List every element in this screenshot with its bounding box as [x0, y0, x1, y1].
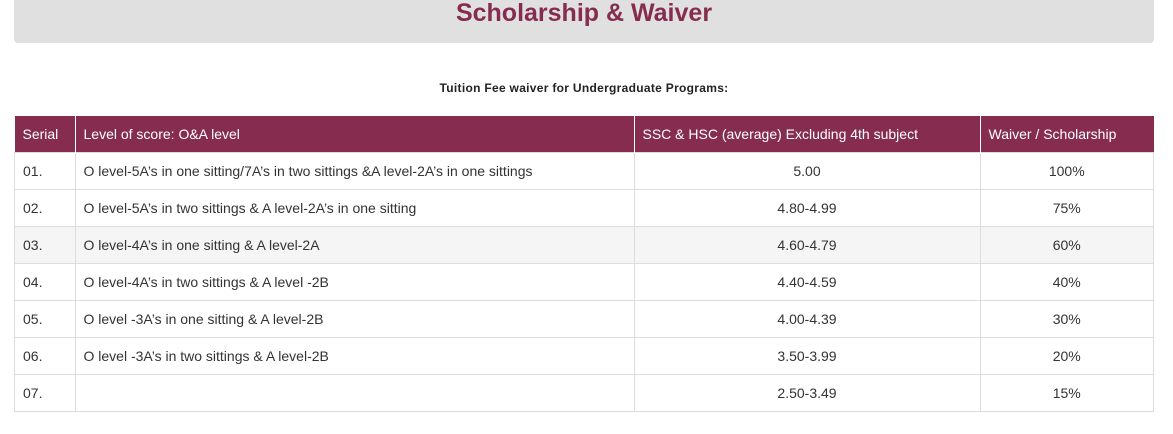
table-row: 01. O level-5A’s in one sitting/7A’s in … — [14, 152, 1154, 190]
table-row: 07. 2.50-3.49 15% — [14, 374, 1154, 412]
cell-level: O level-5A’s in one sitting/7A’s in two … — [74, 152, 635, 190]
header-serial: Serial — [14, 116, 76, 153]
table-row: 03. O level-4A’s in one sitting & A leve… — [14, 226, 1154, 264]
table-body: 01. O level-5A’s in one sitting/7A’s in … — [14, 152, 1154, 412]
cell-waiver: 30% — [979, 300, 1154, 338]
cell-ssc-hsc: 4.80-4.99 — [633, 189, 981, 227]
cell-serial: 07. — [14, 374, 76, 412]
cell-serial: 02. — [14, 189, 76, 227]
cell-serial: 06. — [14, 337, 76, 375]
cell-serial: 04. — [14, 263, 76, 301]
cell-ssc-hsc: 4.40-4.59 — [633, 263, 981, 301]
header-level: Level of score: O&A level — [74, 116, 635, 153]
cell-serial: 03. — [14, 226, 76, 264]
header-row: Serial Level of score: O&A level SSC & H… — [14, 116, 1154, 153]
cell-ssc-hsc: 2.50-3.49 — [633, 374, 981, 412]
page-title: Scholarship & Waiver — [455, 0, 713, 27]
cell-level: O level-5A’s in two sittings & A level-2… — [74, 189, 635, 227]
cell-level: O level-4A’s in two sittings & A level -… — [74, 263, 635, 301]
cell-ssc-hsc: 4.00-4.39 — [633, 300, 981, 338]
header-waiver: Waiver / Scholarship — [979, 116, 1154, 153]
cell-waiver: 20% — [979, 337, 1154, 375]
cell-level: O level-4A’s in one sitting & A level-2A — [74, 226, 635, 264]
table-row: 05. O level -3A’s in one sitting & A lev… — [14, 300, 1154, 338]
cell-waiver: 15% — [979, 374, 1154, 412]
cell-waiver: 75% — [979, 189, 1154, 227]
cell-waiver: 60% — [979, 226, 1154, 264]
section-subtitle: Tuition Fee waiver for Undergraduate Pro… — [439, 81, 729, 95]
cell-level — [74, 374, 635, 412]
table-header: Serial Level of score: O&A level SSC & H… — [14, 116, 1154, 153]
cell-serial: 05. — [14, 300, 76, 338]
cell-ssc-hsc: 5.00 — [633, 152, 981, 190]
cell-serial: 01. — [14, 152, 76, 190]
cell-level: O level -3A’s in two sittings & A level-… — [74, 337, 635, 375]
cell-waiver: 100% — [979, 152, 1154, 190]
cell-ssc-hsc: 3.50-3.99 — [633, 337, 981, 375]
header-ssc-hsc: SSC & HSC (average) Excluding 4th subjec… — [633, 116, 981, 153]
waiver-table: Serial Level of score: O&A level SSC & H… — [14, 116, 1154, 412]
table-row: 02. O level-5A’s in two sittings & A lev… — [14, 189, 1154, 227]
table-row: 04. O level-4A’s in two sittings & A lev… — [14, 263, 1154, 301]
cell-waiver: 40% — [979, 263, 1154, 301]
table-row: 06. O level -3A’s in two sittings & A le… — [14, 337, 1154, 375]
cell-ssc-hsc: 4.60-4.79 — [633, 226, 981, 264]
page-title-bar: Scholarship & Waiver — [14, 0, 1154, 43]
cell-level: O level -3A’s in one sitting & A level-2… — [74, 300, 635, 338]
